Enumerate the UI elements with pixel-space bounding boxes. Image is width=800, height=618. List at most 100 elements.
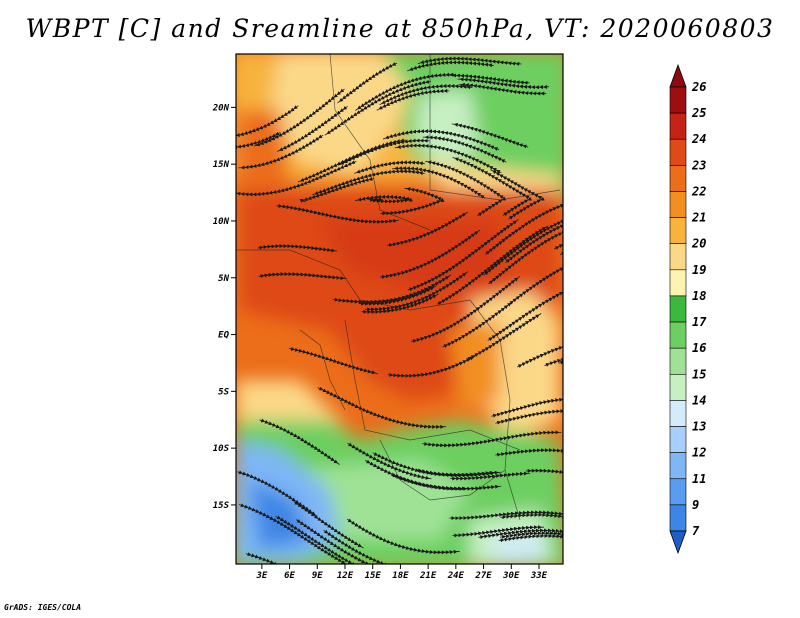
streamline xyxy=(276,203,400,224)
lon-tick-label: 21E xyxy=(419,571,437,581)
lon-tick-label: 15E xyxy=(365,571,382,581)
colorbar-segment xyxy=(669,295,687,323)
lat-tick-label: EQ xyxy=(218,331,229,341)
colorbar-label: 12 xyxy=(692,446,706,460)
lon-tick-label: 30E xyxy=(502,571,520,581)
streamline xyxy=(258,272,347,281)
streamline xyxy=(407,60,495,72)
colorbar-segment xyxy=(669,217,687,245)
streamline xyxy=(495,448,563,457)
lon-tick-label: 24E xyxy=(447,571,465,581)
colorbar-segment xyxy=(669,373,687,401)
colorbar-label: 20 xyxy=(691,237,706,251)
colorbar-segment xyxy=(669,426,687,453)
colorbar-label: 24 xyxy=(691,132,706,146)
country-borders xyxy=(236,54,561,521)
lat-tick-label: 5S xyxy=(218,387,229,397)
streamline xyxy=(417,56,522,66)
lat-tick-label: 10S xyxy=(213,444,230,454)
border-line-c xyxy=(429,54,561,201)
streamline xyxy=(365,459,468,491)
colorbar-segment xyxy=(669,165,687,192)
colorbar-top-arrow xyxy=(669,63,687,88)
colorbar-label: 21 xyxy=(691,211,706,225)
streamline xyxy=(436,225,549,306)
colorbar-segment xyxy=(669,243,687,271)
lon-tick-label: 27E xyxy=(474,571,492,581)
lat-tick-label: 5N xyxy=(218,274,229,284)
streamline xyxy=(289,346,378,375)
lat-tick-label: 10N xyxy=(213,217,230,227)
colorbar-segment xyxy=(669,112,687,140)
border-line-f xyxy=(469,299,521,521)
streamline xyxy=(558,354,563,365)
lon-tick-label: 18E xyxy=(392,571,409,581)
streamline xyxy=(495,409,563,425)
streamline xyxy=(422,430,562,448)
streamline xyxy=(259,418,340,465)
chart-title: WBPT [C] and Sreamline at 850hPa, VT: 20… xyxy=(25,14,775,43)
lon-tick-label: 6E xyxy=(284,571,295,581)
credit-label: GrADS: IGES/COLA xyxy=(4,603,82,612)
lon-tick-label: 33E xyxy=(530,571,548,581)
lon-tick-label: 9E xyxy=(312,571,323,581)
lon-tick-label: 3E xyxy=(255,571,267,581)
colorbar-label: 15 xyxy=(692,367,706,381)
colorbar-label: 17 xyxy=(692,315,707,329)
streamline xyxy=(466,313,542,361)
streamline xyxy=(317,386,447,429)
map-frame xyxy=(235,53,564,565)
streamline xyxy=(387,355,476,378)
colorbar-label: 23 xyxy=(691,158,706,172)
streamline xyxy=(560,236,563,256)
latitude-axis: 20N 15N 10N 5N EQ 5S 10S 15S xyxy=(212,103,236,511)
colorbar-label: 19 xyxy=(692,263,706,277)
lat-tick-label: 15N xyxy=(213,160,230,170)
streamline xyxy=(361,293,439,314)
colorbar-label: 14 xyxy=(692,393,706,407)
colorbar-segment xyxy=(669,452,687,480)
streamline xyxy=(516,338,563,368)
colorbar-bottom-arrow xyxy=(669,530,687,555)
streamline xyxy=(379,83,473,106)
streamline xyxy=(458,82,547,96)
streamline xyxy=(355,194,413,204)
colorbar-segment xyxy=(669,400,687,427)
colorbar-segment xyxy=(669,347,687,375)
lat-tick-label: 15S xyxy=(213,501,230,511)
border-line-e xyxy=(299,329,346,411)
longitude-axis: 3E 6E 9E 12E 15E 18E 21E 24E 27E 30E 33E xyxy=(255,564,548,581)
streamline xyxy=(299,177,375,203)
colorbar-segment xyxy=(669,504,687,532)
colorbar-label: 7 xyxy=(692,524,700,538)
colorbar: 26 25 24 23 22 21 20 19 18 17 16 15 14 13 12 11 9 7 xyxy=(669,63,707,555)
colorbar-label: 22 xyxy=(691,184,706,198)
streamline xyxy=(382,129,500,151)
border-line-g xyxy=(379,439,506,501)
border-line-b xyxy=(329,54,431,231)
border-line-d xyxy=(344,319,521,451)
streamline xyxy=(498,533,563,543)
streamline xyxy=(554,228,563,250)
streamlines xyxy=(236,56,563,564)
colorbar-segment xyxy=(669,86,687,114)
streamline xyxy=(450,73,530,85)
streamline xyxy=(449,510,563,521)
border-line-a xyxy=(236,249,471,311)
streamline xyxy=(337,62,398,104)
colorbar-label: 11 xyxy=(692,472,706,486)
colorbar-label: 18 xyxy=(692,289,706,303)
streamline xyxy=(253,88,345,147)
colorbar-segment xyxy=(669,138,687,166)
colorbar-segment xyxy=(669,191,687,218)
lat-tick-label: 20N xyxy=(212,103,230,113)
streamline xyxy=(525,468,563,515)
colorbar-segment xyxy=(669,478,687,506)
colorbar-segment xyxy=(669,269,687,297)
colorbar-label: 26 xyxy=(691,80,706,94)
colorbar-label: 9 xyxy=(692,498,699,512)
streamline xyxy=(237,470,318,517)
colorbar-label: 16 xyxy=(692,341,706,355)
colorbar-label: 25 xyxy=(691,106,706,120)
